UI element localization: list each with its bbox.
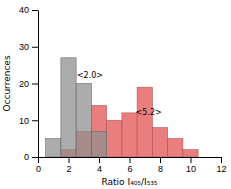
tick-label: 2 — [66, 164, 71, 174]
tick-label: 10 — [186, 164, 196, 174]
tick-mark — [38, 157, 39, 163]
x-axis-title: Ratio I₄₀₅/I₅₃₅ — [102, 177, 158, 187]
tick: 12 — [216, 157, 226, 174]
annotations: <2.0> <5.2> — [77, 71, 162, 117]
tick-mark — [130, 157, 131, 163]
bar — [76, 84, 91, 158]
x-axis: 0 2 4 6 8 10 12 — [36, 157, 227, 174]
bar — [61, 58, 76, 157]
tick-label: 6 — [127, 164, 132, 174]
tick: 6 — [127, 157, 132, 174]
bar — [107, 120, 122, 157]
bar — [168, 139, 183, 157]
tick-label: 40 — [19, 5, 29, 15]
bar — [183, 150, 198, 157]
tick: 0 — [36, 157, 41, 174]
tick: 4 — [97, 157, 102, 174]
tick: 8 — [158, 157, 163, 174]
tick-mark — [32, 84, 38, 85]
bar — [46, 139, 61, 157]
tick-mark — [69, 157, 70, 163]
tick: 20 — [19, 79, 38, 89]
tick-label: 30 — [19, 42, 29, 52]
tick-label: 10 — [19, 116, 29, 126]
annotation: <2.0> — [77, 71, 103, 80]
tick-mark — [221, 157, 222, 163]
axis-line — [38, 11, 39, 158]
bar — [122, 113, 137, 157]
tick: 10 — [19, 116, 38, 126]
tick-mark — [32, 47, 38, 48]
tick: 2 — [66, 157, 71, 174]
bar — [137, 87, 152, 157]
tick-label: 8 — [158, 164, 163, 174]
bars — [46, 58, 199, 157]
tick-label: 0 — [24, 152, 29, 162]
tick: 30 — [19, 42, 38, 52]
series — [46, 58, 107, 157]
tick-mark — [32, 10, 38, 11]
tick: 10 — [186, 157, 196, 174]
annotation: <5.2> — [136, 108, 162, 117]
tick-label: 0 — [36, 164, 41, 174]
tick: 0 — [24, 152, 38, 162]
tick-mark — [191, 157, 192, 163]
bar — [91, 131, 106, 157]
bar — [91, 106, 106, 157]
y-axis-title: Occurrences — [2, 55, 12, 111]
tick-mark — [160, 157, 161, 163]
tick-mark — [32, 120, 38, 121]
tick-mark — [99, 157, 100, 163]
tick-label: 20 — [19, 79, 29, 89]
tick-label: 4 — [97, 164, 102, 174]
plot: 0 2 4 6 8 10 12 0 10 20 30 40 <2.0> <5.2> — [19, 5, 227, 174]
tick: 40 — [19, 5, 38, 15]
bar — [152, 128, 167, 157]
tick-label: 12 — [216, 164, 226, 174]
tick-mark — [32, 157, 38, 158]
chart: 0 2 4 6 8 10 12 0 10 20 30 40 <2.0> <5.2> Ratio I₄₀₅/I… — [0, 0, 231, 189]
y-axis: 0 10 20 30 40 — [19, 5, 39, 162]
